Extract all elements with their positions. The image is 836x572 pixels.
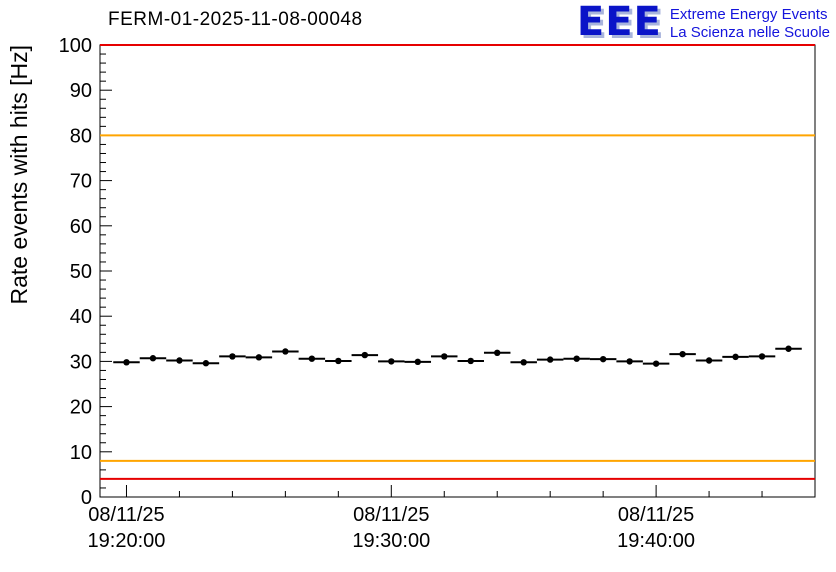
data-point	[388, 358, 395, 365]
data-point	[467, 357, 474, 365]
x-tick-date-label: 08/11/25	[618, 504, 694, 526]
data-point	[361, 351, 369, 359]
data-point	[573, 355, 580, 362]
data-point	[732, 353, 739, 361]
y-tick-label: 30	[70, 351, 92, 373]
data-point	[335, 357, 342, 365]
data-point	[652, 360, 660, 367]
data-point	[202, 360, 210, 367]
data-point	[546, 356, 554, 363]
data-point	[520, 359, 527, 366]
x-tick-time-label: 19:20:00	[88, 530, 166, 552]
eee-logo-acronym: EEE	[576, 0, 662, 45]
eee-logo-line1: Extreme Energy Events	[669, 6, 828, 23]
data-point	[494, 349, 501, 357]
data-point	[758, 353, 766, 360]
data-point	[599, 355, 607, 363]
eee-logo-text: Extreme Energy Events La Scienza nelle S…	[670, 2, 830, 42]
y-tick-label: 60	[70, 216, 92, 238]
data-point	[282, 348, 289, 355]
x-tick-date-label: 08/11/25	[353, 504, 429, 526]
plot-title: FERM-01-2025-11-08-00048	[108, 9, 363, 30]
data-point	[308, 355, 316, 362]
data-point	[441, 353, 448, 360]
eee-logo: EEE Extreme Energy Events La Scienza nel…	[577, 2, 830, 42]
y-tick-label: 20	[70, 397, 92, 419]
y-tick-label: 10	[70, 442, 92, 464]
data-point	[123, 359, 130, 366]
y-tick-label: 50	[70, 261, 92, 283]
data-point	[229, 353, 236, 360]
data-point	[414, 358, 421, 366]
y-axis-title: Rate events with hits [Hz]	[6, 45, 32, 305]
eee-logo-line2: La Scienza nelle Scuole	[669, 24, 830, 41]
y-tick-label: 100	[59, 35, 92, 57]
y-tick-label: 40	[70, 306, 92, 328]
y-tick-label: 0	[81, 487, 92, 509]
data-point	[679, 350, 686, 358]
data-point	[785, 345, 792, 352]
data-point	[149, 355, 157, 362]
y-tick-label: 70	[70, 171, 92, 193]
data-point	[176, 357, 183, 364]
y-tick-label: 90	[70, 80, 92, 102]
x-tick-time-label: 19:30:00	[352, 530, 430, 552]
x-tick-time-label: 19:40:00	[617, 530, 695, 552]
x-tick-date-label: 08/11/25	[88, 504, 164, 526]
data-point	[255, 354, 263, 361]
data-point	[705, 357, 713, 364]
data-point	[626, 358, 633, 365]
y-tick-label: 80	[70, 125, 92, 147]
